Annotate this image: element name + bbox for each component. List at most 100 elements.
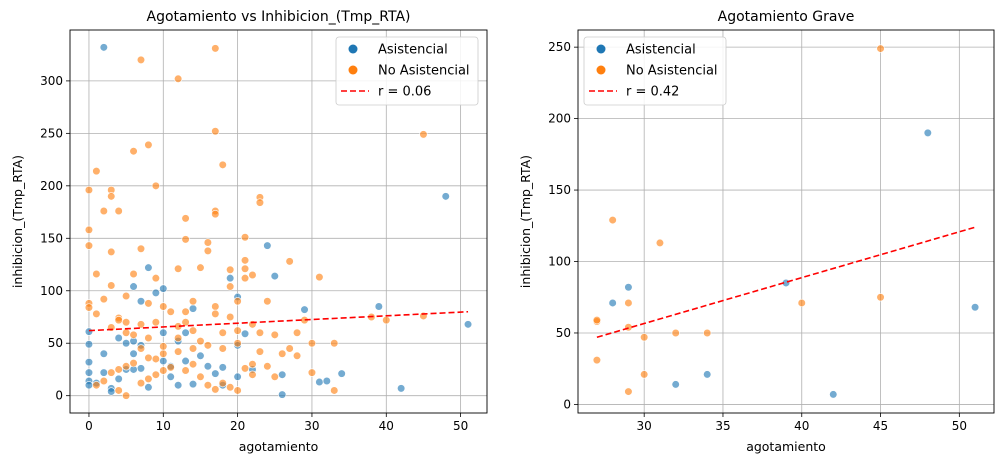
data-point: [166, 307, 175, 316]
data-point: [292, 328, 302, 337]
data-point: [84, 327, 94, 336]
data-point: [92, 269, 101, 279]
data-point: [136, 378, 146, 388]
x-tick-label: 50: [952, 419, 967, 433]
data-point: [136, 364, 146, 373]
data-point: [129, 349, 138, 358]
legend: Asistencial No Asistencial r = 0.42: [583, 36, 727, 106]
data-point: [263, 362, 272, 371]
legend-box: [583, 36, 727, 106]
data-point: [174, 381, 183, 390]
data-point: [181, 318, 190, 327]
data-point: [188, 297, 198, 306]
x-tick-label: 40: [794, 419, 809, 433]
data-point: [278, 370, 287, 379]
data-point: [270, 330, 279, 339]
data-point: [99, 206, 108, 216]
data-point: [248, 270, 257, 280]
data-point: [84, 340, 94, 349]
chart-title: Agotamiento vs Inhibicion_(Tmp_RTA): [147, 9, 411, 25]
data-point: [188, 326, 198, 335]
data-point: [122, 362, 131, 371]
x-axis-label: agotamiento: [746, 439, 826, 454]
data-point: [122, 291, 131, 301]
data-point: [797, 298, 806, 308]
data-point: [114, 386, 123, 395]
x-tick-label: 40: [379, 419, 394, 433]
data-point: [226, 312, 235, 322]
data-point: [122, 318, 131, 327]
data-point: [188, 380, 198, 389]
data-point: [174, 333, 183, 343]
data-point: [99, 376, 108, 386]
data-point: [285, 344, 294, 353]
data-point: [592, 316, 602, 325]
y-tick-label: 150: [548, 183, 571, 197]
data-point: [151, 181, 160, 190]
data-point: [129, 330, 138, 339]
data-point: [129, 147, 138, 156]
data-point: [233, 339, 242, 348]
data-point: [159, 342, 168, 351]
data-point: [203, 381, 212, 390]
data-point: [337, 369, 346, 378]
data-point: [159, 302, 168, 311]
data-point: [136, 297, 146, 306]
x-tick-label: 30: [637, 419, 652, 433]
data-point: [136, 55, 146, 65]
legend-label: r = 0.06: [378, 85, 431, 100]
data-point: [374, 302, 383, 311]
data-point: [330, 386, 339, 395]
data-point: [248, 360, 257, 369]
data-point: [240, 364, 250, 373]
data-point: [248, 370, 257, 379]
data-point: [270, 372, 279, 381]
data-point: [876, 293, 885, 302]
data-point: [970, 303, 980, 312]
data-point: [107, 247, 116, 257]
data-point: [218, 344, 227, 353]
data-point: [151, 354, 160, 364]
y-axis-label: inhibicion_(Tmp_RTA): [10, 155, 25, 288]
data-point: [397, 384, 406, 393]
x-tick-label: 10: [156, 419, 171, 433]
data-point: [159, 284, 168, 293]
data-point: [166, 372, 175, 381]
data-point: [159, 366, 168, 375]
legend-label: No Asistencial: [378, 64, 470, 79]
data-point: [203, 362, 212, 371]
x-tick-label: 45: [873, 419, 888, 433]
data-point: [307, 368, 317, 377]
data-point: [151, 370, 160, 379]
chart-title: Agotamiento Grave: [718, 9, 855, 25]
y-tick-label: 200: [40, 179, 63, 193]
data-point: [226, 274, 235, 283]
y-tick-label: 100: [548, 255, 571, 269]
data-point: [233, 372, 242, 381]
data-point: [211, 44, 220, 53]
data-point: [174, 347, 183, 356]
data-point: [107, 281, 116, 290]
x-tick-label: 35: [715, 419, 730, 433]
data-point: [624, 387, 633, 396]
data-point: [211, 127, 220, 136]
y-tick-label: 0: [563, 397, 571, 411]
data-point: [144, 374, 153, 383]
y-tick-label: 300: [40, 74, 63, 88]
data-point: [188, 360, 198, 369]
data-point: [92, 167, 101, 176]
data-point: [218, 363, 227, 372]
data-point: [144, 140, 153, 149]
data-point: [144, 353, 153, 363]
y-tick-label: 100: [40, 284, 63, 298]
data-point: [608, 298, 617, 308]
data-point: [624, 323, 633, 332]
data-point: [114, 374, 123, 383]
data-point: [92, 309, 101, 318]
chart-panel-agotamiento-grave: 30 35 40 45 50 0 50 100 150 200 250 Agotamiento Gra…: [518, 9, 995, 454]
data-point: [211, 210, 220, 219]
y-tick-label: 0: [55, 389, 63, 403]
y-tick-label: 250: [40, 126, 63, 140]
series-asistencial: [608, 128, 980, 399]
